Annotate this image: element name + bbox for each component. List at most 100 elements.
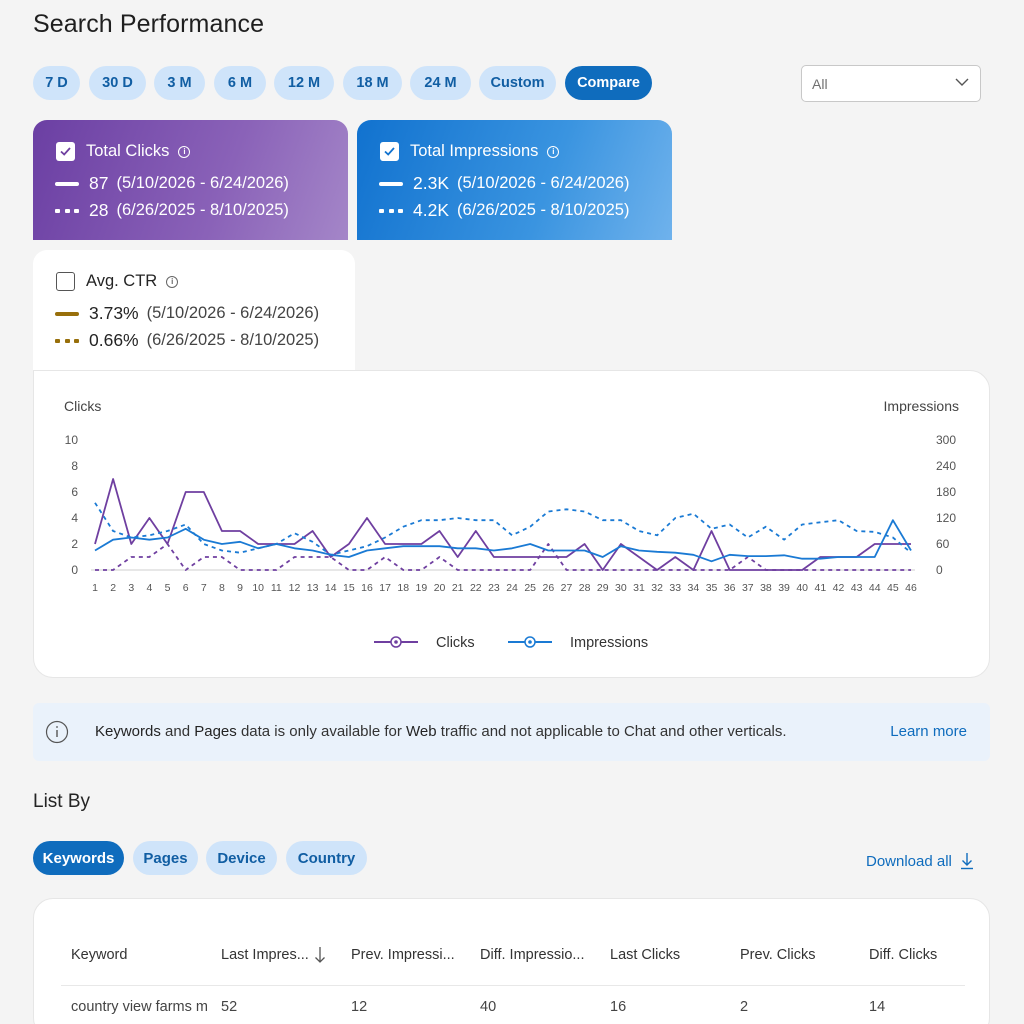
learn-more-link[interactable]: Learn more xyxy=(890,723,967,740)
x-tick-label: 26 xyxy=(542,582,554,594)
x-tick-label: 30 xyxy=(615,582,627,594)
column-header-last-impressions[interactable]: Last Impres... xyxy=(221,947,309,963)
row-divider xyxy=(61,985,965,986)
legend-impressions-label[interactable]: Impressions xyxy=(570,635,648,651)
range-pill-24m[interactable]: 24 M xyxy=(410,66,471,100)
range-pill-compare[interactable]: Compare xyxy=(565,66,652,100)
ctr-checkbox[interactable] xyxy=(56,272,75,291)
info-circle-icon xyxy=(45,720,69,744)
x-tick-label: 6 xyxy=(183,582,189,594)
x-tick-label: 16 xyxy=(361,582,373,594)
dotted-line-icon xyxy=(55,338,79,343)
metric-card-clicks[interactable]: Total Clicks i 87 (5/10/2026 - 6/24/2026… xyxy=(33,120,348,240)
dotted-line-icon xyxy=(55,208,79,213)
range-pill-30d[interactable]: 30 D xyxy=(89,66,146,100)
x-tick-label: 36 xyxy=(724,582,736,594)
download-icon xyxy=(960,853,973,870)
x-tick-label: 39 xyxy=(778,582,790,594)
solid-line-icon xyxy=(55,311,79,316)
tab-pages[interactable]: Pages xyxy=(133,841,198,875)
legend-impressions-marker-dot xyxy=(528,640,532,644)
x-tick-label: 5 xyxy=(165,582,171,594)
tab-device[interactable]: Device xyxy=(206,841,277,875)
impressions-previous-value: 4.2K xyxy=(413,200,449,220)
tab-keywords[interactable]: Keywords xyxy=(33,841,124,875)
x-tick-label: 43 xyxy=(851,582,863,594)
sort-descending-icon[interactable] xyxy=(314,945,326,965)
clicks-checkbox[interactable] xyxy=(56,142,75,161)
download-all-button[interactable]: Download all xyxy=(866,852,974,870)
range-pill-7d[interactable]: 7 D xyxy=(33,66,80,100)
x-tick-label: 35 xyxy=(706,582,718,594)
x-tick-label: 2 xyxy=(110,582,116,594)
x-tick-label: 33 xyxy=(669,582,681,594)
filter-dropdown[interactable]: All xyxy=(801,65,981,102)
dotted-line-icon xyxy=(379,208,403,213)
range-pill-12m[interactable]: 12 M xyxy=(274,66,334,100)
column-header-keyword[interactable]: Keyword xyxy=(71,947,128,963)
x-tick-label: 24 xyxy=(506,582,518,594)
info-icon[interactable]: i xyxy=(547,145,560,158)
cell-last-clicks: 16 xyxy=(610,999,627,1015)
cell-last-impressions: 52 xyxy=(221,999,238,1015)
y-left-tick-label: 6 xyxy=(71,485,78,499)
info-icon[interactable]: i xyxy=(166,275,179,288)
x-tick-label: 28 xyxy=(579,582,591,594)
x-tick-label: 20 xyxy=(434,582,446,594)
tab-country[interactable]: Country xyxy=(286,841,367,875)
range-pill-3m[interactable]: 3 M xyxy=(154,66,205,100)
x-tick-label: 1 xyxy=(92,582,98,594)
ctr-current-value: 3.73% xyxy=(89,303,139,323)
series-line-clicks-previous xyxy=(95,543,911,571)
column-header-last-clicks[interactable]: Last Clicks xyxy=(610,947,681,963)
x-tick-label: 46 xyxy=(905,582,917,594)
range-pill-6m[interactable]: 6 M xyxy=(214,66,266,100)
x-tick-label: 27 xyxy=(561,582,573,594)
x-tick-label: 34 xyxy=(688,582,700,594)
metric-card-impressions[interactable]: Total Impressions i 2.3K (5/10/2026 - 6/… xyxy=(357,120,672,240)
range-pill-custom[interactable]: Custom xyxy=(479,66,556,100)
y-right-tick-label: 300 xyxy=(936,433,956,447)
checkmark-icon xyxy=(384,147,395,156)
x-tick-label: 4 xyxy=(146,582,152,594)
range-pill-18m[interactable]: 18 M xyxy=(343,66,402,100)
x-tick-label: 29 xyxy=(597,582,609,594)
clicks-label: Total Clicks xyxy=(86,142,170,160)
x-tick-label: 32 xyxy=(651,582,663,594)
column-header-prev-impressions[interactable]: Prev. Impressi... xyxy=(351,947,455,963)
y-left-tick-label: 4 xyxy=(71,511,78,525)
x-tick-label: 15 xyxy=(343,582,355,594)
legend-clicks-label[interactable]: Clicks xyxy=(436,635,475,651)
y-left-tick-label: 8 xyxy=(71,459,78,473)
solid-line-icon xyxy=(55,181,79,186)
x-tick-label: 8 xyxy=(219,582,225,594)
x-tick-label: 17 xyxy=(379,582,391,594)
ctr-previous-value: 0.66% xyxy=(89,330,139,350)
x-tick-label: 23 xyxy=(488,582,500,594)
cell-diff-clicks: 14 xyxy=(869,999,886,1015)
x-tick-label: 31 xyxy=(633,582,645,594)
x-tick-label: 10 xyxy=(252,582,264,594)
clicks-current-range: (5/10/2026 - 6/24/2026) xyxy=(116,174,289,192)
checkmark-icon xyxy=(60,147,71,156)
download-all-label: Download all xyxy=(866,852,952,870)
column-header-diff-clicks[interactable]: Diff. Clicks xyxy=(869,947,938,963)
keywords-table: Keyword Last Impres... Prev. Impressi...… xyxy=(33,898,990,1024)
x-tick-label: 3 xyxy=(128,582,134,594)
clicks-previous-range: (6/26/2025 - 8/10/2025) xyxy=(116,201,289,219)
column-header-diff-impressions[interactable]: Diff. Impressio... xyxy=(480,947,585,963)
impressions-previous-range: (6/26/2025 - 8/10/2025) xyxy=(457,201,630,219)
impressions-current-value: 2.3K xyxy=(413,173,449,193)
x-tick-label: 42 xyxy=(833,582,845,594)
cell-keyword[interactable]: country view farms m xyxy=(71,999,208,1015)
performance-chart: Clicks Impressions 0 2 4 6 8 10 0 60 120 180 240 30… xyxy=(33,370,990,678)
legend-clicks-marker-dot xyxy=(394,640,398,644)
impressions-checkbox[interactable] xyxy=(380,142,399,161)
info-icon[interactable]: i xyxy=(178,145,191,158)
x-tick-label: 38 xyxy=(760,582,772,594)
column-header-prev-clicks[interactable]: Prev. Clicks xyxy=(740,947,816,963)
impressions-current-range: (5/10/2026 - 6/24/2026) xyxy=(457,174,630,192)
ctr-previous-range: (6/26/2025 - 8/10/2025) xyxy=(146,331,320,349)
x-tick-label: 9 xyxy=(237,582,243,594)
metric-card-ctr[interactable]: Avg. CTR i 3.73% (5/10/2026 - 6/24/2026)… xyxy=(33,250,355,370)
